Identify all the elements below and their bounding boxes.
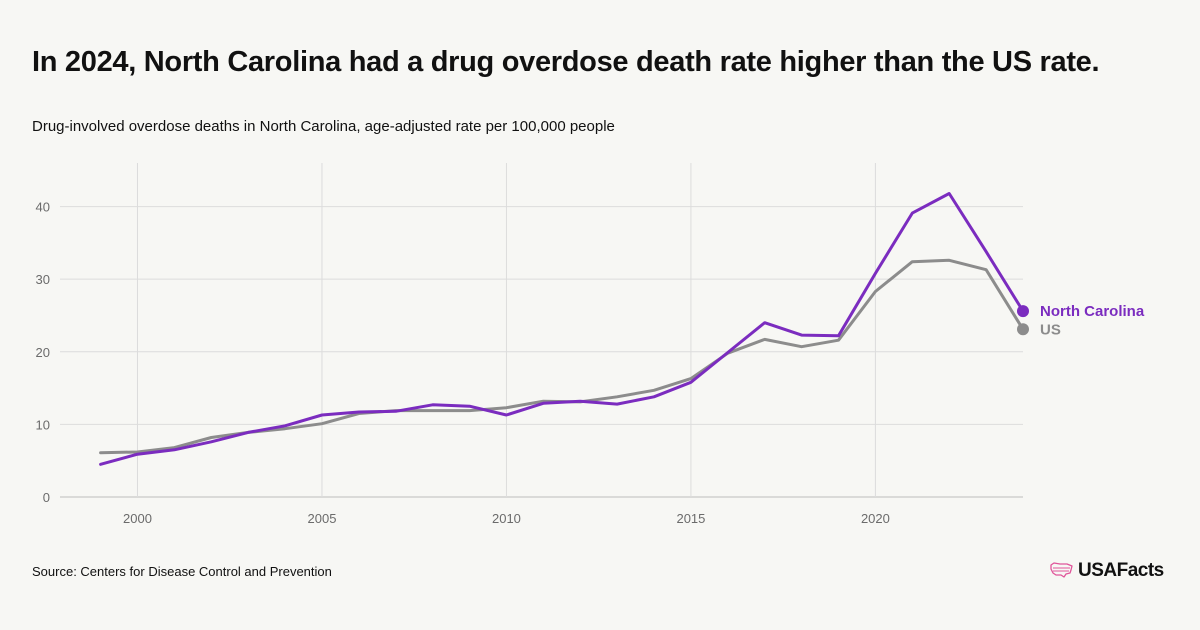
series-label-us: US xyxy=(1040,321,1061,338)
y-tick-label: 30 xyxy=(36,272,50,287)
y-tick-label: 20 xyxy=(36,345,50,360)
y-tick-label: 40 xyxy=(36,200,50,215)
end-marker-us xyxy=(1017,323,1029,336)
series-label-north-carolina: North Carolina xyxy=(1040,303,1145,320)
y-tick-label: 0 xyxy=(43,490,50,505)
x-tick-label: 2005 xyxy=(308,511,337,526)
y-tick-label: 10 xyxy=(36,417,50,432)
us-map-icon xyxy=(1050,562,1073,578)
chart-subtitle: Drug-involved overdose deaths in North C… xyxy=(32,118,615,135)
x-tick-label: 2020 xyxy=(861,511,890,526)
end-marker-north-carolina xyxy=(1017,305,1029,318)
x-tick-label: 2000 xyxy=(123,511,152,526)
x-tick-label: 2010 xyxy=(492,511,521,526)
x-tick-label: 2015 xyxy=(676,511,705,526)
brand-name: USAFacts xyxy=(1078,560,1164,581)
source-note: Source: Centers for Disease Control and … xyxy=(32,564,332,579)
usafacts-logo[interactable]: USAFacts xyxy=(1050,560,1164,582)
series-line-north-carolina xyxy=(99,192,1025,466)
chart-title: In 2024, North Carolina had a drug overd… xyxy=(32,46,1100,78)
series-line-us xyxy=(99,258,1025,455)
